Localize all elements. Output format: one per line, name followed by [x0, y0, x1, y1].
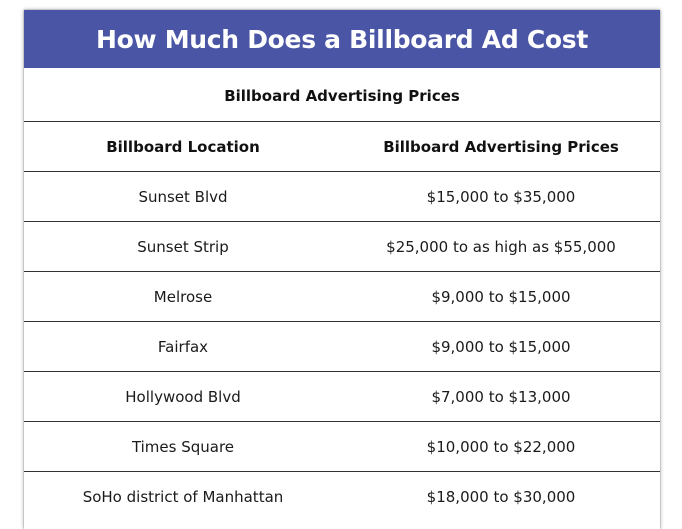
- cell-location: Sunset Blvd: [138, 187, 228, 206]
- cell-price: $7,000 to $13,000: [431, 387, 571, 406]
- cell-location: Fairfax: [157, 337, 209, 356]
- table-row: Times Square $10,000 to $22,000: [24, 422, 660, 472]
- cell-price: $9,000 to $15,000: [431, 287, 571, 306]
- table-row: Fairfax $9,000 to $15,000: [24, 322, 660, 372]
- cell-price: $18,000 to $30,000: [426, 488, 576, 506]
- header-location: Billboard Location: [106, 137, 260, 156]
- cell-location: SoHo district of Manhattan: [82, 488, 284, 506]
- cell-price: $9,000 to $15,000: [431, 337, 571, 356]
- cell-location: Times Square: [131, 437, 235, 456]
- cell-location: Hollywood Blvd: [125, 387, 241, 406]
- table-caption: Billboard Advertising Prices: [24, 68, 660, 122]
- table-row: Hollywood Blvd $7,000 to $13,000: [24, 372, 660, 422]
- table-header-row: Billboard Location Billboard Advertising…: [24, 122, 660, 172]
- table-row: Sunset Blvd $15,000 to $35,000: [24, 172, 660, 222]
- cell-location: Sunset Strip: [137, 237, 229, 256]
- table-row: Sunset Strip $25,000 to as high as $55,0…: [24, 222, 660, 272]
- cell-price: $15,000 to $35,000: [426, 187, 576, 206]
- table-row: SoHo district of Manhattan $18,000 to $3…: [24, 472, 660, 522]
- cell-price: $25,000 to as high as $55,000: [386, 237, 616, 256]
- table-row: Melrose $9,000 to $15,000: [24, 272, 660, 322]
- header-price: Billboard Advertising Prices: [383, 137, 619, 156]
- page-title: How Much Does a Billboard Ad Cost: [24, 10, 660, 68]
- pricing-card: How Much Does a Billboard Ad Cost Billbo…: [24, 10, 660, 529]
- cell-location: Melrose: [153, 287, 213, 306]
- cell-price: $10,000 to $22,000: [426, 437, 576, 456]
